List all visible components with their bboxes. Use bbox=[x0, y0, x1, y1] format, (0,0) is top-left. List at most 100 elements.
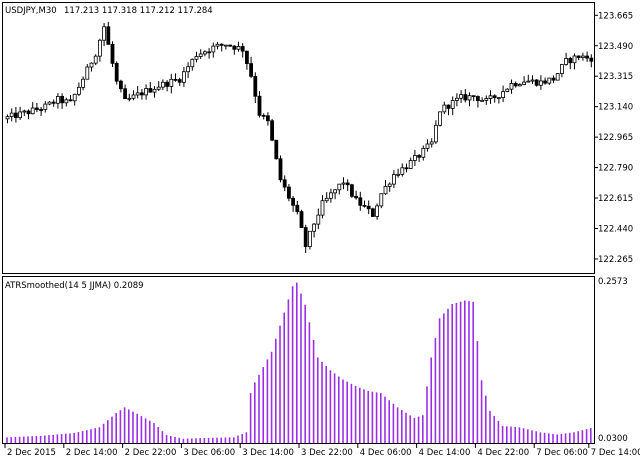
price-tick-label: 122.440 bbox=[598, 224, 633, 234]
candle bbox=[547, 77, 552, 86]
candle bbox=[496, 97, 501, 104]
candle bbox=[261, 113, 266, 120]
candle bbox=[513, 81, 518, 88]
candle bbox=[110, 41, 115, 67]
candle bbox=[56, 93, 60, 109]
candle bbox=[253, 72, 258, 104]
candle bbox=[72, 93, 77, 106]
candle bbox=[89, 62, 94, 72]
candle bbox=[354, 190, 359, 200]
candle bbox=[177, 77, 182, 86]
candle bbox=[589, 54, 594, 68]
candle bbox=[341, 177, 346, 190]
candle bbox=[60, 93, 64, 109]
candle bbox=[362, 200, 367, 208]
candle bbox=[551, 75, 556, 84]
candle bbox=[156, 81, 161, 91]
ohlc-readout: 117.213 117.318 117.212 117.284 bbox=[64, 6, 213, 16]
candle bbox=[13, 106, 18, 123]
candle bbox=[324, 192, 329, 203]
candle bbox=[98, 38, 102, 62]
candle bbox=[387, 182, 392, 192]
candle bbox=[404, 163, 409, 173]
candle bbox=[488, 90, 493, 104]
candle bbox=[286, 184, 291, 202]
candle bbox=[307, 230, 312, 250]
candle bbox=[114, 61, 119, 85]
indicator-title: ATRSmoothed(14 5 JJMA) 0.2089 bbox=[5, 281, 144, 291]
candle bbox=[526, 74, 531, 83]
candle bbox=[190, 58, 195, 71]
candle bbox=[194, 51, 199, 63]
time-tick-label: 2 Dec 2015 bbox=[7, 448, 56, 458]
candle bbox=[77, 82, 81, 97]
candle bbox=[333, 189, 338, 200]
candle bbox=[135, 85, 140, 99]
candle bbox=[127, 93, 132, 102]
candle bbox=[576, 55, 581, 61]
price-tick-label: 123.490 bbox=[598, 42, 633, 52]
candle bbox=[471, 95, 476, 102]
candle bbox=[480, 97, 485, 102]
candle bbox=[106, 21, 111, 45]
candle bbox=[312, 222, 317, 238]
candle bbox=[345, 179, 350, 191]
time-tick-label: 2 Dec 22:00 bbox=[125, 448, 177, 458]
candle bbox=[291, 196, 296, 212]
candle bbox=[370, 207, 375, 218]
candle bbox=[505, 88, 510, 93]
price-tick-label: 123.665 bbox=[598, 11, 633, 21]
candle bbox=[463, 89, 468, 103]
candle bbox=[173, 73, 178, 82]
candle bbox=[450, 96, 455, 116]
candle bbox=[328, 188, 333, 203]
candle bbox=[585, 51, 589, 62]
candle bbox=[522, 76, 526, 86]
candle bbox=[539, 75, 543, 90]
candle bbox=[181, 66, 186, 87]
candle bbox=[68, 94, 73, 102]
candle bbox=[244, 50, 249, 70]
candle bbox=[257, 91, 262, 118]
price-tick-label: 122.265 bbox=[598, 255, 633, 265]
candle bbox=[119, 79, 123, 93]
candle bbox=[26, 109, 31, 120]
candle bbox=[274, 139, 279, 160]
candle bbox=[501, 85, 506, 103]
candle bbox=[484, 95, 489, 105]
candle bbox=[564, 52, 568, 66]
candle bbox=[429, 138, 434, 148]
candle bbox=[366, 200, 371, 215]
time-tick-label: 4 Dec 14:00 bbox=[419, 448, 471, 458]
candle bbox=[349, 183, 354, 198]
candle bbox=[228, 44, 233, 48]
candle bbox=[9, 108, 14, 122]
candles bbox=[5, 21, 594, 254]
candle bbox=[299, 209, 304, 228]
candle bbox=[530, 75, 535, 84]
atr-bars bbox=[6, 282, 592, 443]
candle bbox=[35, 102, 39, 113]
candle bbox=[316, 208, 321, 230]
candle bbox=[207, 48, 212, 59]
time-tick-label: 4 Dec 22:00 bbox=[477, 448, 529, 458]
candle bbox=[379, 193, 384, 209]
candle bbox=[454, 93, 459, 107]
candle bbox=[93, 54, 98, 66]
candle bbox=[581, 52, 585, 61]
candle bbox=[81, 76, 85, 91]
candle bbox=[265, 112, 270, 126]
time-tick-label: 3 Dec 06:00 bbox=[183, 448, 235, 458]
candle bbox=[30, 102, 35, 115]
indicator-panel bbox=[2, 276, 595, 444]
candle bbox=[148, 81, 153, 93]
time-tick-label: 7 Dec 14:00 bbox=[591, 448, 640, 458]
time-tick-label: 3 Dec 14:00 bbox=[242, 448, 294, 458]
candle bbox=[555, 73, 560, 81]
price-tick-label: 122.615 bbox=[598, 194, 633, 204]
candle bbox=[303, 224, 308, 254]
candle bbox=[236, 41, 241, 52]
candle bbox=[375, 203, 380, 220]
candle bbox=[568, 56, 573, 70]
candle bbox=[320, 195, 325, 219]
